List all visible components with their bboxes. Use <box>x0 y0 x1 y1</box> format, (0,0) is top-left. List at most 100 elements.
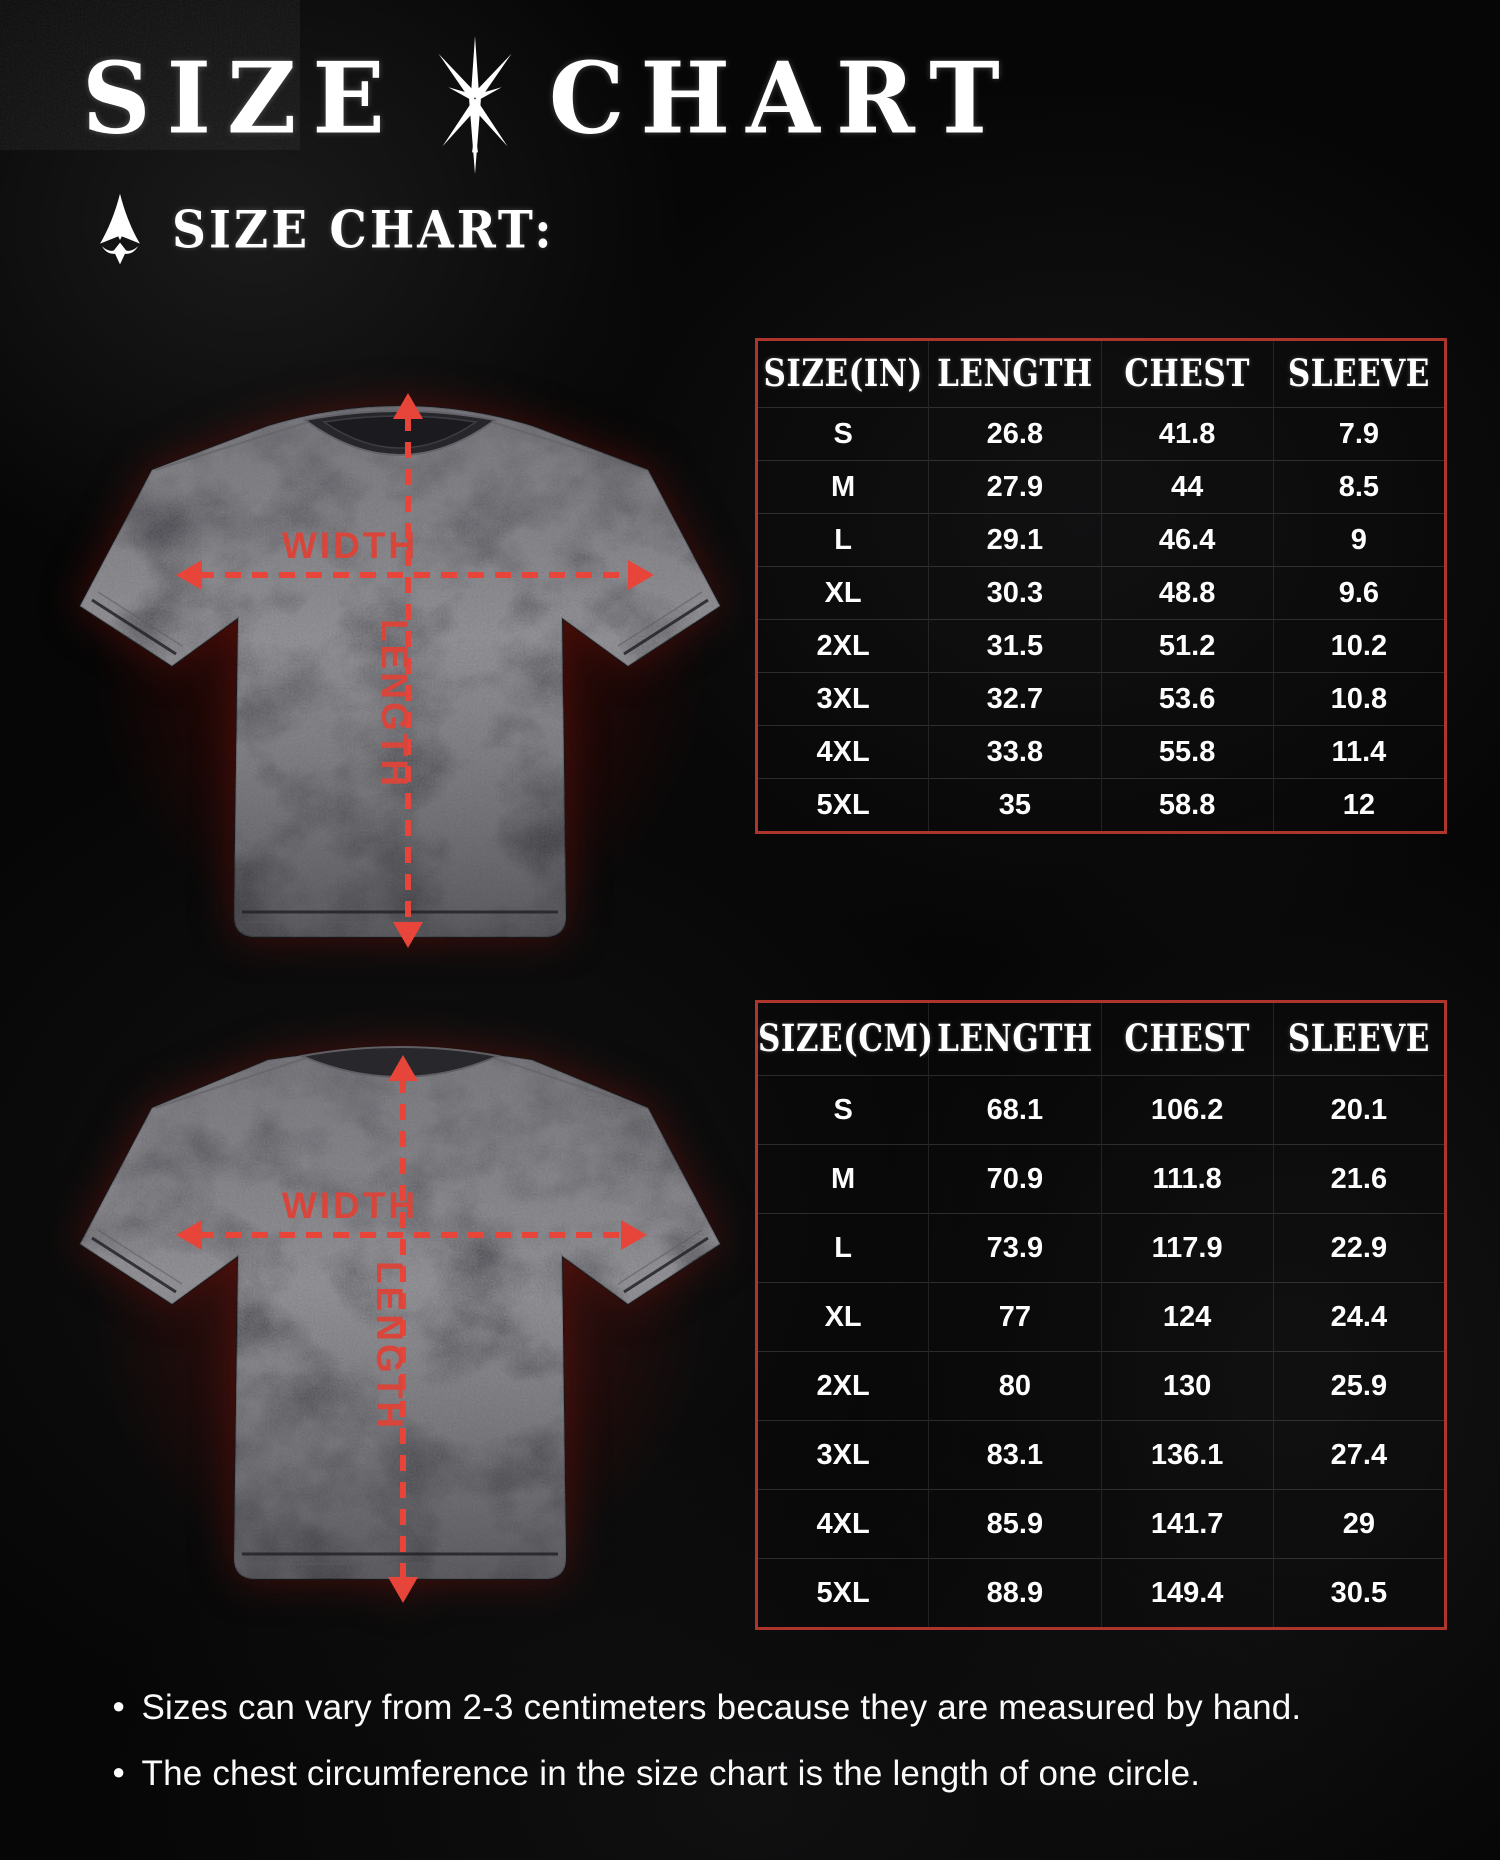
table-cell: 27.9 <box>928 460 1101 514</box>
table-cell: XL <box>824 576 862 609</box>
table-cell: 48.8 <box>1100 566 1274 620</box>
table-cell: S <box>833 1093 853 1126</box>
table-cell: L <box>834 523 852 556</box>
length-label-back: LENGTH <box>369 1261 410 1431</box>
table-row: 2XL 31.5 51.2 10.2 <box>756 619 1446 673</box>
table-cell: 136.1 <box>1100 1420 1274 1490</box>
column-header: SLEEVE <box>1272 339 1446 408</box>
length-label-front: LENGTH <box>374 619 415 789</box>
spearhead-icon <box>100 193 140 265</box>
table-cell: 41.8 <box>1100 407 1274 461</box>
title-word-size: SIZE <box>82 40 401 156</box>
table-cell: 10.2 <box>1272 619 1446 673</box>
table-cell: 46.4 <box>1100 513 1274 567</box>
background-texture <box>0 0 300 150</box>
size-table-inches: SIZE(IN) LENGTH CHEST SLEEVE S 26.8 41.8 7.9 M 2… <box>755 338 1447 834</box>
column-header: CHEST <box>1100 339 1274 408</box>
column-header: SIZE(CM) <box>758 1017 934 1061</box>
table-cell: 20.1 <box>1272 1075 1446 1145</box>
table-cell: 27.4 <box>1272 1420 1446 1490</box>
note-line: ● The chest circumference in the size ch… <box>112 1754 1301 1794</box>
table-cell: 77 <box>928 1282 1101 1352</box>
table-row: S 26.8 41.8 7.9 <box>756 407 1446 461</box>
table-cell: 35 <box>928 778 1101 833</box>
table-row: 3XL 32.7 53.6 10.8 <box>756 672 1446 726</box>
table-cell: 2XL <box>816 629 870 662</box>
table-cell: 141.7 <box>1100 1489 1274 1559</box>
table-cell: 130 <box>1100 1351 1274 1421</box>
note-line: ● Sizes can vary from 2-3 centimeters be… <box>112 1688 1301 1728</box>
table-cell: 30.3 <box>928 566 1101 620</box>
table-cell: 44 <box>1100 460 1274 514</box>
table-cell: 70.9 <box>928 1144 1101 1214</box>
section-heading: SIZE CHART: <box>94 192 555 268</box>
table-row: 4XL 33.8 55.8 11.4 <box>756 725 1446 779</box>
table-cell: 2XL <box>816 1369 870 1402</box>
table-cell: 68.1 <box>928 1075 1101 1145</box>
table-cell: 31.5 <box>928 619 1101 673</box>
column-header: LENGTH <box>928 1001 1101 1076</box>
table-cell: L <box>834 1231 852 1264</box>
footnotes: ● Sizes can vary from 2-3 centimeters be… <box>112 1688 1301 1820</box>
table-cell: 22.9 <box>1272 1213 1446 1283</box>
table-row: 3XL 83.1 136.1 27.4 <box>756 1420 1446 1490</box>
title-word-chart: CHART <box>548 40 1016 156</box>
table-cell: 9.6 <box>1272 566 1446 620</box>
table-row: M 70.9 111.8 21.6 <box>756 1144 1446 1214</box>
table-cell: 21.6 <box>1272 1144 1446 1214</box>
table-cell: 85.9 <box>928 1489 1101 1559</box>
table-cell: 149.4 <box>1100 1558 1274 1629</box>
table-cell: 25.9 <box>1272 1351 1446 1421</box>
table-cell: M <box>831 470 856 503</box>
table-row: XL 77 124 24.4 <box>756 1282 1446 1352</box>
table-cell: 8.5 <box>1272 460 1446 514</box>
table-row: 5XL 88.9 149.4 30.5 <box>756 1558 1446 1629</box>
table-header-row: SIZE(CM) LENGTH CHEST SLEEVE <box>757 1001 1446 1076</box>
table-cell: 24.4 <box>1272 1282 1446 1352</box>
table-cell: 124 <box>1100 1282 1274 1352</box>
table-cell: M <box>831 1162 856 1195</box>
table-cell: 10.8 <box>1272 672 1446 726</box>
table-cell: 7.9 <box>1272 407 1446 461</box>
table-cell: 73.9 <box>928 1213 1101 1283</box>
table-row: 5XL 35 58.8 12 <box>756 778 1446 833</box>
table-cell: 5XL <box>816 1576 870 1609</box>
width-arrow-front: WIDTH <box>176 525 654 590</box>
table-cell: 33.8 <box>928 725 1101 779</box>
width-arrow-back: WIDTH <box>176 1185 647 1250</box>
size-table-centimeters: SIZE(CM) LENGTH CHEST SLEEVE S 68.1 106.2 20.1… <box>755 1000 1447 1630</box>
width-label-back: WIDTH <box>282 1185 418 1226</box>
tshirt-back-diagram: WIDTH LENGTH <box>50 1000 750 1630</box>
table-row: M 27.9 44 8.5 <box>756 460 1446 514</box>
bullet-icon: ● <box>112 1693 126 1718</box>
table-row: XL 30.3 48.8 9.6 <box>756 566 1446 620</box>
table-row: 2XL 80 130 25.9 <box>756 1351 1446 1421</box>
table-cell: 26.8 <box>928 407 1101 461</box>
table-cell: S <box>833 417 853 450</box>
table-cell: 53.6 <box>1100 672 1274 726</box>
table-cell: 106.2 <box>1100 1075 1274 1145</box>
table-cell: 83.1 <box>928 1420 1101 1490</box>
length-arrow-back: LENGTH <box>369 1055 418 1603</box>
table-cell: 12 <box>1272 778 1446 833</box>
note-text: Sizes can vary from 2-3 centimeters beca… <box>141 1688 1302 1727</box>
table-row: S 68.1 106.2 20.1 <box>756 1075 1446 1145</box>
table-cell: 29 <box>1272 1489 1446 1559</box>
table-row: L 73.9 117.9 22.9 <box>756 1213 1446 1283</box>
bullet-icon: ● <box>112 1759 126 1784</box>
column-header: CHEST <box>1100 1001 1274 1076</box>
table-header-row: SIZE(IN) LENGTH CHEST SLEEVE <box>757 339 1446 408</box>
table-cell: 3XL <box>816 1438 870 1471</box>
table-cell: 5XL <box>816 788 870 821</box>
table-cell: 29.1 <box>928 513 1101 567</box>
table-cell: 9 <box>1272 513 1446 567</box>
note-text: The chest circumference in the size char… <box>141 1754 1201 1793</box>
table-cell: 88.9 <box>928 1558 1101 1629</box>
thorn-star-icon <box>438 36 512 174</box>
table-cell: 3XL <box>816 682 870 715</box>
table-row: L 29.1 46.4 9 <box>756 513 1446 567</box>
table-cell: 58.8 <box>1100 778 1274 833</box>
table-cell: 30.5 <box>1272 1558 1446 1629</box>
column-header: LENGTH <box>928 339 1101 408</box>
column-header: SLEEVE <box>1272 1001 1446 1076</box>
